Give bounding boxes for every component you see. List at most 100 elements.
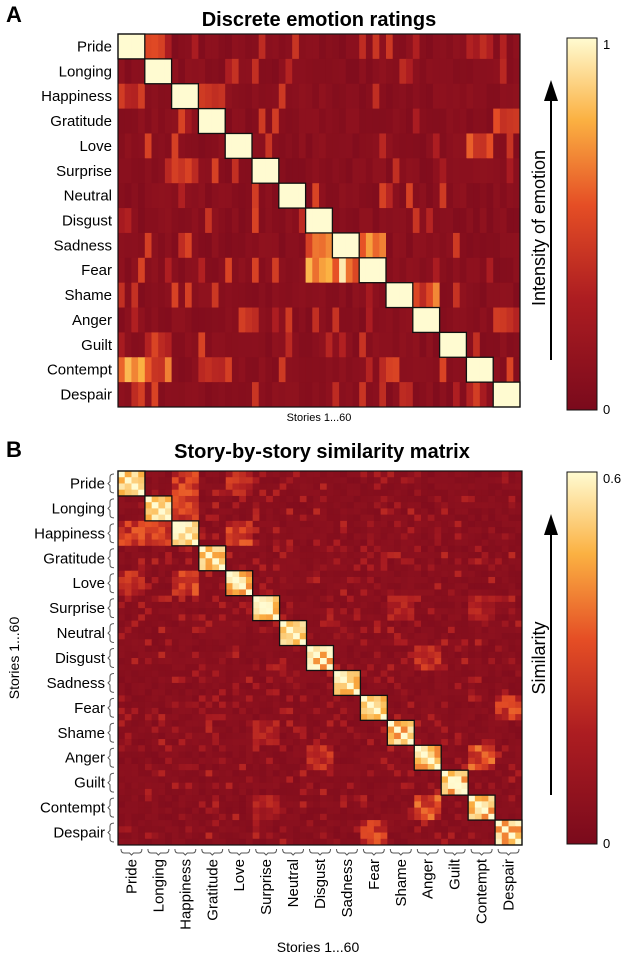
- heatmap-cell: [387, 813, 395, 821]
- heatmap-cell: [387, 601, 395, 609]
- heatmap-cell: [326, 545, 335, 553]
- heatmap-cell: [266, 658, 274, 665]
- heatmap-cell: [138, 614, 146, 622]
- heatmap-cell: [218, 332, 226, 358]
- heatmap-cell: [212, 576, 220, 584]
- heatmap-cell: [131, 601, 139, 609]
- heatmap-cell: [488, 695, 496, 703]
- heatmap-cell: [486, 307, 494, 333]
- heatmap-cell: [346, 682, 355, 690]
- heatmap-cell: [313, 645, 321, 653]
- heatmap-cell: [272, 495, 281, 503]
- heatmap-cell: [279, 664, 287, 672]
- heatmap-cell: [178, 682, 186, 690]
- heatmap-cell: [386, 83, 394, 110]
- heatmap-cell: [407, 676, 415, 684]
- heatmap-cell: [365, 357, 374, 383]
- heatmap-cell: [313, 757, 321, 765]
- heatmap-cell: [118, 726, 126, 734]
- heatmap-cell: [279, 645, 287, 653]
- heatmap-cell: [400, 608, 409, 615]
- heatmap-cell: [313, 595, 321, 603]
- heatmap-cell: [272, 838, 281, 845]
- heatmap-cell: [359, 183, 367, 209]
- heatmap-cell: [359, 133, 367, 159]
- heatmap-cell: [171, 633, 180, 640]
- heatmap-cell: [131, 813, 139, 821]
- heatmap-cell: [205, 695, 213, 703]
- heatmap-cell: [313, 658, 321, 665]
- heatmap-cell: [178, 795, 186, 802]
- heatmap-cell: [407, 714, 415, 721]
- heatmap-cell: [407, 788, 415, 796]
- heatmap-cell: [506, 332, 514, 358]
- heatmap-cell: [379, 34, 387, 60]
- diagonal-box: [359, 694, 388, 721]
- heatmap-cell: [245, 539, 254, 547]
- heatmap-cell: [192, 483, 200, 491]
- heatmap-cell: [313, 514, 321, 522]
- heatmap-cell: [454, 701, 462, 709]
- heatmap-cell: [293, 626, 301, 634]
- heatmap-cell: [164, 108, 173, 135]
- heatmap-cell: [501, 689, 510, 696]
- heatmap-cell: [400, 770, 409, 778]
- heatmap-cell: [319, 232, 327, 259]
- heatmap-cell: [421, 782, 429, 790]
- heatmap-cell: [124, 502, 133, 509]
- heatmap-cell: [138, 820, 146, 827]
- heatmap-cell: [259, 739, 267, 746]
- heatmap-cell: [131, 707, 139, 715]
- heatmap-cell: [293, 477, 301, 485]
- heatmap-cell: [468, 508, 476, 516]
- heatmap-cell: [266, 502, 274, 509]
- heatmap-cell: [447, 701, 456, 709]
- heatmap-cell: [192, 820, 200, 827]
- heatmap-cell: [185, 514, 193, 522]
- heatmap-cell: [293, 676, 301, 684]
- heatmap-cell: [380, 838, 388, 845]
- heatmap-cell: [414, 732, 422, 740]
- heatmap-cell: [219, 751, 227, 759]
- heatmap-cell: [265, 58, 273, 85]
- heatmap-cell: [515, 508, 522, 516]
- heatmap-cell: [333, 782, 341, 790]
- heatmap-cell: [185, 757, 193, 765]
- heatmap-cell: [124, 527, 133, 534]
- heatmap-cell: [380, 483, 388, 491]
- heatmap-cell: [434, 620, 442, 628]
- heatmap-cell: [407, 508, 415, 516]
- heatmap-cell: [286, 508, 294, 516]
- heatmap-cell: [279, 495, 287, 503]
- heatmap-cell: [441, 664, 449, 672]
- heatmap-cell: [298, 232, 307, 259]
- heatmap-cell: [225, 720, 234, 728]
- heatmap-cell: [259, 826, 267, 834]
- heatmap-cell: [272, 471, 281, 478]
- heatmap-cell: [367, 595, 375, 603]
- heatmap-cell: [426, 282, 434, 309]
- row-label: Disgust: [62, 213, 113, 230]
- heatmap-cell: [192, 776, 200, 784]
- heatmap-cell: [272, 757, 281, 765]
- panel-b-ylabel: Stories 1...60: [6, 617, 22, 700]
- heatmap-cell: [299, 795, 308, 802]
- heatmap-cell: [306, 639, 314, 647]
- heatmap-cell: [326, 645, 335, 653]
- heatmap-cell: [333, 676, 341, 684]
- heatmap-cell: [508, 776, 516, 784]
- heatmap-cell: [178, 745, 186, 753]
- heatmap-cell: [178, 670, 186, 678]
- heatmap-cell: [191, 158, 199, 184]
- heatmap-cell: [212, 813, 220, 821]
- heatmap-cell: [245, 158, 253, 184]
- heatmap-cell: [138, 558, 146, 566]
- heatmap-cell: [219, 651, 227, 659]
- heatmap-cell: [178, 639, 186, 647]
- row-label: Disgust: [55, 650, 106, 667]
- heatmap-cell: [192, 695, 200, 703]
- heatmap-cell: [293, 645, 301, 653]
- heatmap-cell: [427, 676, 436, 684]
- heatmap-cell: [407, 651, 415, 659]
- heatmap-cell: [414, 701, 422, 709]
